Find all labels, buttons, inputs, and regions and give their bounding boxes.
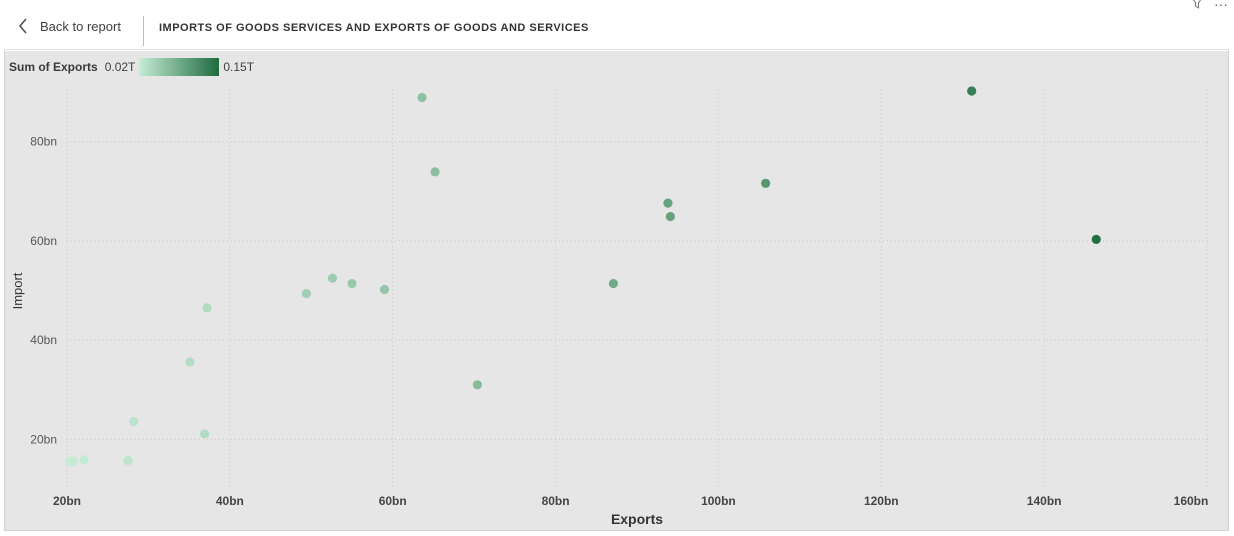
- scatter-point[interactable]: [665, 211, 675, 222]
- scatter-point[interactable]: [185, 357, 195, 367]
- x-tick-label: 60bn: [379, 494, 407, 508]
- scatter-point[interactable]: [200, 429, 210, 439]
- visual-header-icons: ···: [1190, 0, 1228, 13]
- more-options-icon[interactable]: ···: [1214, 0, 1228, 12]
- scatter-point[interactable]: [79, 455, 89, 465]
- y-tick-label: 80bn: [30, 135, 57, 149]
- x-axis-ticks: 20bn 40bn 60bn 80bn 100bn 120bn 140bn 160bn: [53, 494, 1208, 508]
- legend-title: Sum of Exports: [9, 60, 98, 74]
- legend-gradient: [139, 58, 220, 76]
- scatter-point[interactable]: [1091, 234, 1101, 244]
- scatter-point[interactable]: [663, 198, 673, 208]
- chevron-left-icon: [18, 18, 27, 34]
- scatter-point[interactable]: [430, 167, 440, 177]
- x-tick-label: 20bn: [53, 494, 81, 508]
- scatter-point[interactable]: [123, 456, 133, 466]
- header-divider: [143, 16, 144, 46]
- scatter-point[interactable]: [379, 284, 390, 295]
- legend-min-label: 0.02T: [104, 60, 136, 74]
- x-tick-label: 80bn: [542, 494, 570, 508]
- scatter-point[interactable]: [347, 278, 357, 289]
- scatter-point[interactable]: [327, 273, 338, 283]
- scatter-point[interactable]: [417, 92, 427, 103]
- y-tick-label: 20bn: [30, 432, 57, 446]
- x-tick-label: 100bn: [701, 494, 736, 508]
- scatter-point[interactable]: [761, 178, 771, 188]
- gridlines: [66, 90, 1210, 489]
- x-tick-label: 40bn: [216, 494, 244, 508]
- legend-max-label: 0.15T: [223, 60, 255, 74]
- x-axis-title: Exports: [611, 511, 663, 527]
- scatter-point[interactable]: [129, 416, 139, 427]
- data-points: [64, 86, 1101, 467]
- x-tick-label: 140bn: [1027, 494, 1062, 508]
- y-tick-label: 60bn: [30, 234, 57, 248]
- scatter-point[interactable]: [608, 278, 618, 289]
- filter-icon[interactable]: [1190, 0, 1204, 13]
- back-label: Back to report: [40, 18, 121, 34]
- color-legend: Sum of Exports 0.02T 0.15T: [9, 58, 254, 76]
- x-tick-label: 120bn: [864, 494, 899, 508]
- y-axis-ticks: 20bn 40bn 60bn 80bn: [30, 135, 57, 447]
- plot-area: [5, 51, 1228, 530]
- page-title: IMPORTS OF GOODS SERVICES AND EXPORTS OF…: [159, 22, 589, 34]
- back-to-report-button[interactable]: Back to report: [18, 14, 121, 38]
- scatter-point[interactable]: [472, 380, 482, 390]
- scatter-point[interactable]: [301, 288, 311, 299]
- scatter-point[interactable]: [967, 86, 977, 96]
- header-bar: Back to report IMPORTS OF GOODS SERVICES…: [4, 0, 1229, 50]
- y-axis-title: Import: [10, 272, 25, 309]
- x-tick-label: 160bn: [1174, 494, 1209, 508]
- y-tick-label: 40bn: [30, 333, 57, 347]
- scatter-point[interactable]: [202, 303, 212, 313]
- scatter-point[interactable]: [68, 456, 79, 466]
